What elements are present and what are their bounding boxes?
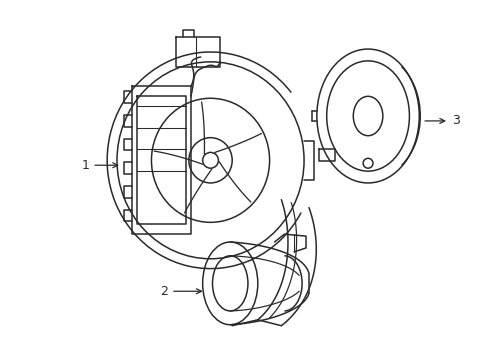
Text: 2: 2 <box>160 285 201 298</box>
Text: 1: 1 <box>81 159 118 172</box>
Text: 3: 3 <box>424 114 459 127</box>
